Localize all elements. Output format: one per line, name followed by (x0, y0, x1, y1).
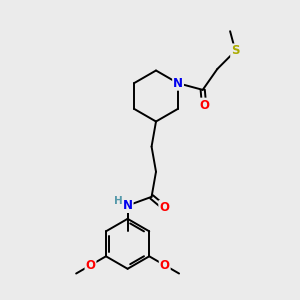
Text: O: O (199, 99, 209, 112)
Text: O: O (160, 259, 170, 272)
Text: N: N (123, 199, 133, 212)
Text: O: O (85, 259, 95, 272)
Text: O: O (159, 201, 169, 214)
Text: N: N (173, 77, 183, 90)
Text: S: S (231, 44, 240, 57)
Text: H: H (114, 196, 123, 206)
